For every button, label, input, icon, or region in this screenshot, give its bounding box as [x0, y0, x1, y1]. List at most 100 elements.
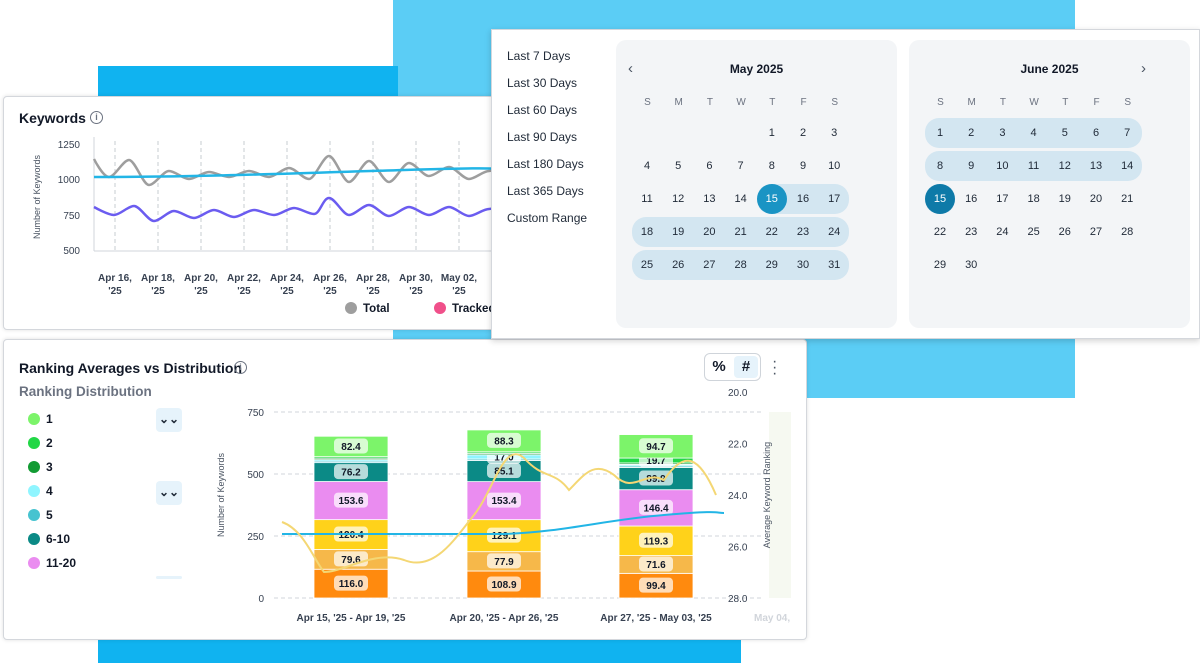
- calendar-day[interactable]: 8: [936, 160, 944, 172]
- preset-option[interactable]: Custom Range: [507, 211, 588, 225]
- calendar-day[interactable]: 17: [828, 193, 841, 205]
- calendar-day[interactable]: 7: [737, 160, 744, 172]
- calendar-day[interactable]: 19: [1058, 193, 1071, 205]
- data-label: 153.4: [491, 496, 516, 507]
- selected-day-marker: [756, 184, 787, 214]
- legend-label[interactable]: Total: [363, 303, 390, 315]
- calendar-day[interactable]: 18: [640, 226, 654, 238]
- calendar-day[interactable]: 25: [640, 259, 654, 271]
- count-toggle[interactable]: #: [734, 356, 758, 378]
- calendar-day[interactable]: 14: [734, 193, 747, 205]
- weekday-label: T: [706, 97, 713, 108]
- calendar-day[interactable]: 24: [996, 226, 1009, 238]
- legend-swatch: [28, 509, 40, 521]
- calendar-day[interactable]: 24: [828, 226, 841, 238]
- preset-option[interactable]: Last 365 Days: [507, 184, 584, 198]
- legend-label: 1: [46, 412, 53, 426]
- calendar-day[interactable]: 10: [996, 160, 1009, 172]
- expand-button-partial[interactable]: [156, 576, 182, 579]
- calendar-day[interactable]: 30: [965, 259, 978, 271]
- calendar-day[interactable]: 5: [675, 160, 682, 172]
- calendar-day[interactable]: 16: [965, 193, 978, 205]
- calendar-day[interactable]: 10: [828, 160, 841, 172]
- calendar-day[interactable]: 26: [1058, 226, 1071, 238]
- chevrons-down-icon[interactable]: ⌄⌄: [156, 408, 182, 432]
- calendar-day[interactable]: 16: [796, 193, 810, 205]
- calendar-day[interactable]: 4: [643, 160, 651, 172]
- chevron-left-icon[interactable]: ‹: [628, 60, 633, 77]
- calendar-day[interactable]: 21: [1121, 193, 1134, 205]
- calendar-day[interactable]: 20: [703, 226, 716, 238]
- more-vertical-icon[interactable]: · · ·: [772, 353, 778, 382]
- calendar-day[interactable]: 7: [1124, 127, 1131, 139]
- calendar-day[interactable]: 11: [1027, 160, 1040, 172]
- calendar-day[interactable]: 3: [999, 127, 1006, 139]
- calendar-day[interactable]: 28: [734, 259, 747, 271]
- calendar-day[interactable]: 12: [672, 193, 685, 205]
- preset-option[interactable]: Last 7 Days: [507, 49, 571, 63]
- legend-item-6-10[interactable]: 6-10: [28, 532, 70, 548]
- y-tick-label: 250: [247, 532, 264, 543]
- info-icon[interactable]: i: [234, 361, 247, 374]
- calendar-day[interactable]: 28: [1121, 226, 1134, 238]
- data-label-bg: [639, 556, 673, 572]
- legend-item-4[interactable]: 4: [28, 484, 53, 500]
- legend-item-2[interactable]: 2: [28, 436, 53, 452]
- calendar-day[interactable]: 27: [703, 259, 716, 271]
- preset-option[interactable]: Last 60 Days: [507, 103, 578, 117]
- calendar-day[interactable]: 9: [799, 160, 807, 172]
- bar-segment[interactable]: [466, 519, 542, 553]
- calendar-day[interactable]: 8: [768, 160, 775, 172]
- calendar-day[interactable]: 17: [996, 193, 1009, 205]
- calendar-day[interactable]: 4: [1030, 127, 1037, 139]
- calendar-day[interactable]: 9: [968, 160, 975, 172]
- calendar-day[interactable]: 15: [765, 193, 778, 205]
- calendar-day[interactable]: 30: [796, 259, 810, 271]
- calendar-day[interactable]: 23: [965, 226, 978, 238]
- calendar-day[interactable]: 2: [799, 127, 807, 139]
- percent-toggle[interactable]: %: [712, 358, 726, 375]
- data-label-bg: [487, 463, 521, 479]
- calendar-day[interactable]: 20: [1089, 193, 1103, 205]
- legend-item-1[interactable]: 1: [28, 412, 53, 428]
- calendar-day[interactable]: 2: [968, 127, 975, 139]
- calendar-day[interactable]: 15: [933, 193, 947, 205]
- selected-day-marker: [925, 184, 955, 214]
- calendar-day[interactable]: 1: [936, 127, 944, 139]
- calendar-day[interactable]: 3: [831, 127, 838, 139]
- legend-item-11-20[interactable]: 11-20: [28, 556, 76, 572]
- calendar-day[interactable]: 14: [1121, 160, 1134, 172]
- legend-label[interactable]: Tracked: [452, 303, 495, 315]
- calendar-day[interactable]: 29: [765, 259, 778, 271]
- calendar-day[interactable]: 31: [828, 259, 841, 271]
- calendar-day[interactable]: 1: [768, 127, 775, 139]
- preset-option[interactable]: Last 180 Days: [507, 157, 584, 171]
- calendar-day[interactable]: 22: [765, 226, 778, 238]
- calendar-day[interactable]: 19: [672, 226, 685, 238]
- calendar-day[interactable]: 22: [933, 226, 947, 238]
- calendar-day[interactable]: 6: [1092, 127, 1100, 139]
- calendar-day[interactable]: 5: [1061, 127, 1068, 139]
- x-tick-label: Apr 20,: [184, 273, 218, 284]
- y2-axis-label: Average Keyword Ranking: [762, 442, 772, 548]
- calendar-day[interactable]: 13: [1089, 160, 1103, 172]
- chevrons-down-icon[interactable]: ⌄⌄: [156, 481, 182, 505]
- calendar-day[interactable]: 18: [1027, 193, 1040, 205]
- calendar-day[interactable]: 29: [933, 259, 947, 271]
- chevron-right-icon[interactable]: ›: [1141, 60, 1146, 77]
- info-icon[interactable]: i: [90, 111, 103, 124]
- preset-option[interactable]: Last 90 Days: [507, 130, 578, 144]
- calendar-day[interactable]: 25: [1027, 226, 1040, 238]
- calendar-day[interactable]: 26: [672, 259, 685, 271]
- legend-swatch: [28, 557, 40, 569]
- preset-option[interactable]: Last 30 Days: [507, 76, 578, 90]
- calendar-day[interactable]: 13: [703, 193, 716, 205]
- calendar-day[interactable]: 23: [796, 226, 810, 238]
- calendar-day[interactable]: 21: [734, 226, 747, 238]
- calendar-day[interactable]: 27: [1089, 226, 1103, 238]
- legend-item-5[interactable]: 5: [28, 508, 53, 524]
- calendar-day[interactable]: 12: [1058, 160, 1071, 172]
- calendar-day[interactable]: 11: [641, 193, 653, 205]
- calendar-day[interactable]: 6: [706, 160, 713, 172]
- legend-item-3[interactable]: 3: [28, 460, 53, 476]
